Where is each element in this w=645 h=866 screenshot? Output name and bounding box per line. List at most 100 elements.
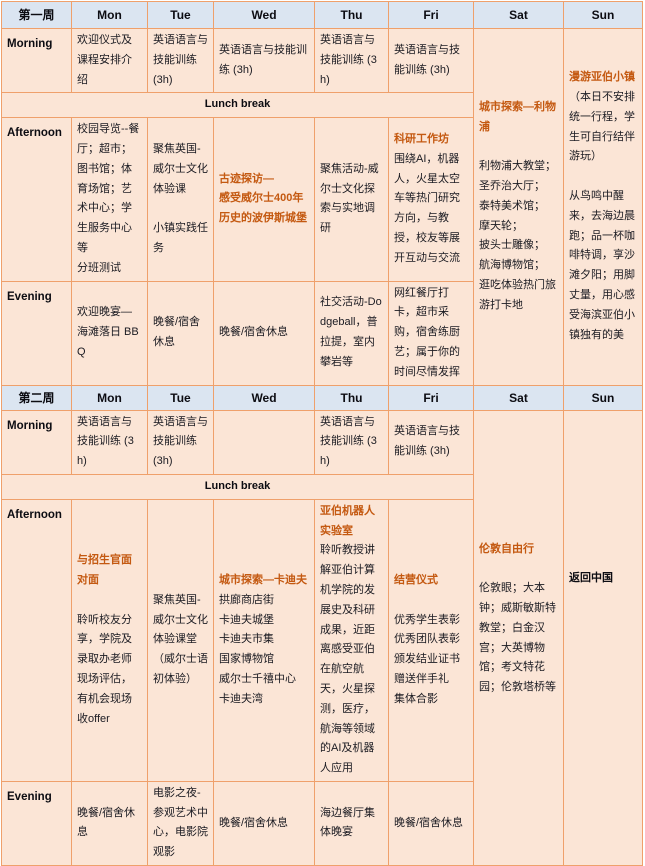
day-header-tue: Tue (147, 1, 214, 29)
cell-text: 英语语言与技能训练 (3h) (153, 415, 208, 468)
week1-morning-row: Morning 欢迎仪式及课程安排介绍 英语语言与技能训练 (3h) 英语语言与… (1, 27, 643, 386)
cell-text: 英语语言与技能训练 (3h) (394, 43, 460, 76)
cell-text: 英语语言与技能训练 (3h) (320, 415, 377, 468)
cell-text: 聆听教授讲解亚伯计算机学院的发展史及科研成果，近距离感受亚伯在航空航天，火星探测… (320, 544, 375, 775)
cell-text: 校园导览--餐厅；超市；图书馆；体育场馆；艺术中心；学生服务中心等 分班测试 (77, 123, 140, 274)
day-header-sat: Sat (473, 1, 564, 29)
cell-title: 城市探索—利物浦 (479, 100, 556, 133)
cell-title: 漫游亚伯小镇 (569, 71, 635, 84)
lunch-break-cell: Lunch break (1, 473, 474, 500)
cell-text: 晚餐/宿舍休息 (153, 316, 201, 349)
cell-w1-evening-thu: 社交活动-Dodgeball，普拉提，室内攀岩等 (314, 280, 389, 386)
day-header-mon: Mon (71, 384, 148, 411)
cell-title: 科研工作坊 (394, 133, 449, 146)
cell-text: 欢迎仪式及课程安排介绍 (77, 34, 132, 86)
cell-text: 聚焦英国-威尔士文化体验课堂 （威尔士语初体验） (153, 593, 208, 685)
cell-text: （本日不安排统一行程，学生可自行结伴游玩） 从鸟鸣中醒来，去海边晨跑；品一杯咖啡… (569, 90, 635, 341)
cell-text: 聚焦活动-威尔士文化探索与实地调研 (320, 162, 379, 235)
cell-text: 晚餐/宿舍休息 (394, 816, 464, 829)
cell-w2-afternoon-fri: 结营仪式 优秀学生表彰 优秀团队表彰 颁发结业证书 赠送伴手礼 集体合影 (388, 498, 474, 782)
row-label-evening: Evening (1, 780, 72, 866)
day-header-mon: Mon (71, 1, 148, 29)
day-header-wed: Wed (213, 1, 315, 29)
cell-w2-afternoon-thu: 亚伯机器人实验室 聆听教授讲解亚伯计算机学院的发展史及科研成果，近距离感受亚伯在… (314, 498, 389, 782)
cell-w2-evening-mon: 晚餐/宿舍休息 (71, 780, 148, 866)
cell-text: 欢迎晚宴—海滩落日 BBQ (77, 306, 139, 358)
cell-text: 英语语言与技能训练 (3h) (219, 43, 307, 76)
cell-text: 晚餐/宿舍休息 (219, 326, 289, 339)
row-label-afternoon: Afternoon (1, 498, 72, 782)
cell-w1-afternoon-tue: 聚焦英国-威尔士文化体验课 小镇实践任务 (147, 117, 214, 282)
week2-afternoon-row: Afternoon 与招生官面对面 聆听校友分享，学院及录取办老师现场评估，有机… (1, 498, 643, 782)
cell-w1-morning-mon: 欢迎仪式及课程安排介绍 (71, 27, 148, 94)
cell-text: 聆听校友分享，学院及录取办老师现场评估，有机会现场收offer (77, 613, 132, 725)
cell-text: 伦敦眼；大本钟；威斯敏斯特教堂；白金汉宫；大英博物馆；考文特花园；伦敦塔桥等 (479, 582, 556, 694)
cell-w2-morning-wed (213, 409, 315, 475)
cell-text: 返回中国 (569, 571, 613, 584)
day-header-thu: Thu (314, 384, 389, 411)
cell-w1-evening-tue: 晚餐/宿舍休息 (147, 280, 214, 386)
cell-w1-evening-fri: 网红餐厅打卡，超市采购，宿舍练厨艺；属于你的时间尽情发挥 (388, 280, 474, 386)
week1-afternoon-row: Afternoon 校园导览--餐厅；超市；图书馆；体育场馆；艺术中心；学生服务… (1, 117, 643, 282)
row-label-afternoon: Afternoon (1, 117, 72, 282)
day-header-thu: Thu (314, 1, 389, 29)
cell-w2-afternoon-wed: 城市探索—卡迪夫 拱廊商店街 卡迪夫城堡 卡迪夫市集 国家博物馆 威尔士千禧中心… (213, 498, 315, 782)
day-header-fri: Fri (388, 1, 474, 29)
cell-title: 亚伯机器人实验室 (320, 504, 375, 537)
cell-w1-morning-wed: 英语语言与技能训练 (3h) (213, 27, 315, 94)
cell-w1-evening-wed: 晚餐/宿舍休息 (213, 280, 315, 386)
cell-text: 社交活动-Dodgeball，普拉提，室内攀岩等 (320, 296, 382, 368)
cell-w2-morning-mon: 英语语言与技能训练 (3h) (71, 409, 148, 475)
cell-text: 优秀学生表彰 优秀团队表彰 颁发结业证书 赠送伴手礼 集体合影 (394, 613, 460, 705)
row-label-evening: Evening (1, 280, 72, 386)
day-header-wed: Wed (213, 384, 315, 411)
cell-w2-morning-fri: 英语语言与技能训练 (3h) (388, 409, 474, 475)
cell-text: 聚焦英国-威尔士文化体验课 小镇实践任务 (153, 142, 208, 254)
cell-text: 围绕AI，机器人，火星太空车等热门研究方向，与教授，校友等展开互动与交流 (394, 152, 460, 264)
cell-w1-afternoon-wed: 古迹探访— 感受威尔士400年历史的波伊斯城堡 (213, 117, 315, 282)
cell-w2-evening-tue: 电影之夜-参观艺术中心，电影院观影 (147, 780, 214, 866)
cell-title: 结营仪式 (394, 574, 438, 587)
row-label-morning: Morning (1, 27, 72, 94)
week2-header-row: 第二周 Mon Tue Wed Thu Fri Sat Sun (1, 384, 643, 411)
cell-title: 伦敦自由行 (479, 542, 534, 555)
week1-table: 第一周 Mon Tue Wed Thu Fri Sat Sun Morning … (1, 1, 643, 386)
cell-w2-morning-tue: 英语语言与技能训练 (3h) (147, 409, 214, 475)
cell-w1-afternoon-thu: 聚焦活动-威尔士文化探索与实地调研 (314, 117, 389, 282)
cell-text: 英语语言与技能训练 (3h) (394, 425, 460, 458)
cell-text: 网红餐厅打卡，超市采购，宿舍练厨艺；属于你的时间尽情发挥 (394, 286, 460, 378)
cell-text: 晚餐/宿舍休息 (219, 816, 289, 829)
lunch-break-cell: Lunch break (1, 92, 474, 119)
cell-w2-afternoon-tue: 聚焦英国-威尔士文化体验课堂 （威尔士语初体验） (147, 498, 214, 782)
cell-text: 英语语言与技能训练 (3h) (77, 415, 134, 468)
week2-morning-row: Morning 英语语言与技能训练 (3h) 英语语言与技能训练 (3h) 英语… (1, 409, 643, 866)
cell-title: 与招生官面对面 (77, 554, 132, 587)
cell-w2-sat: 伦敦自由行 伦敦眼；大本钟；威斯敏斯特教堂；白金汉宫；大英博物馆；考文特花园；伦… (473, 409, 564, 866)
cell-w2-evening-fri: 晚餐/宿舍休息 (388, 780, 474, 866)
week2-label: 第二周 (1, 384, 72, 411)
day-header-sun: Sun (563, 1, 643, 29)
cell-w1-morning-fri: 英语语言与技能训练 (3h) (388, 27, 474, 94)
week1-lunch-row: Lunch break (1, 92, 643, 119)
cell-title: 城市探索—卡迪夫 (219, 574, 307, 587)
cell-w2-evening-wed: 晚餐/宿舍休息 (213, 780, 315, 866)
cell-w1-morning-tue: 英语语言与技能训练 (3h) (147, 27, 214, 94)
week1-label: 第一周 (1, 1, 72, 29)
week2-table: 第二周 Mon Tue Wed Thu Fri Sat Sun Morning … (1, 384, 643, 866)
day-header-sun: Sun (563, 384, 643, 411)
cell-text: 电影之夜-参观艺术中心，电影院观影 (153, 786, 208, 859)
cell-text: 海边餐厅集体晚宴 (320, 806, 375, 839)
cell-text: 拱廊商店街 卡迪夫城堡 卡迪夫市集 国家博物馆 威尔士千禧中心 卡迪夫湾 (219, 593, 296, 705)
day-header-fri: Fri (388, 384, 474, 411)
cell-text: 英语语言与技能训练 (3h) (320, 34, 377, 86)
cell-text: 晚餐/宿舍休息 (77, 806, 136, 839)
cell-w2-evening-thu: 海边餐厅集体晚宴 (314, 780, 389, 866)
day-header-sat: Sat (473, 384, 564, 411)
cell-w1-evening-mon: 欢迎晚宴—海滩落日 BBQ (71, 280, 148, 386)
cell-text: 英语语言与技能训练 (3h) (153, 34, 208, 86)
cell-w2-morning-thu: 英语语言与技能训练 (3h) (314, 409, 389, 475)
cell-title: 古迹探访— 感受威尔士400年历史的波伊斯城堡 (219, 172, 307, 225)
cell-w1-sun: 漫游亚伯小镇 （本日不安排统一行程，学生可自行结伴游玩） 从鸟鸣中醒来，去海边晨… (563, 28, 643, 386)
week2-lunch-row: Lunch break (1, 473, 643, 500)
